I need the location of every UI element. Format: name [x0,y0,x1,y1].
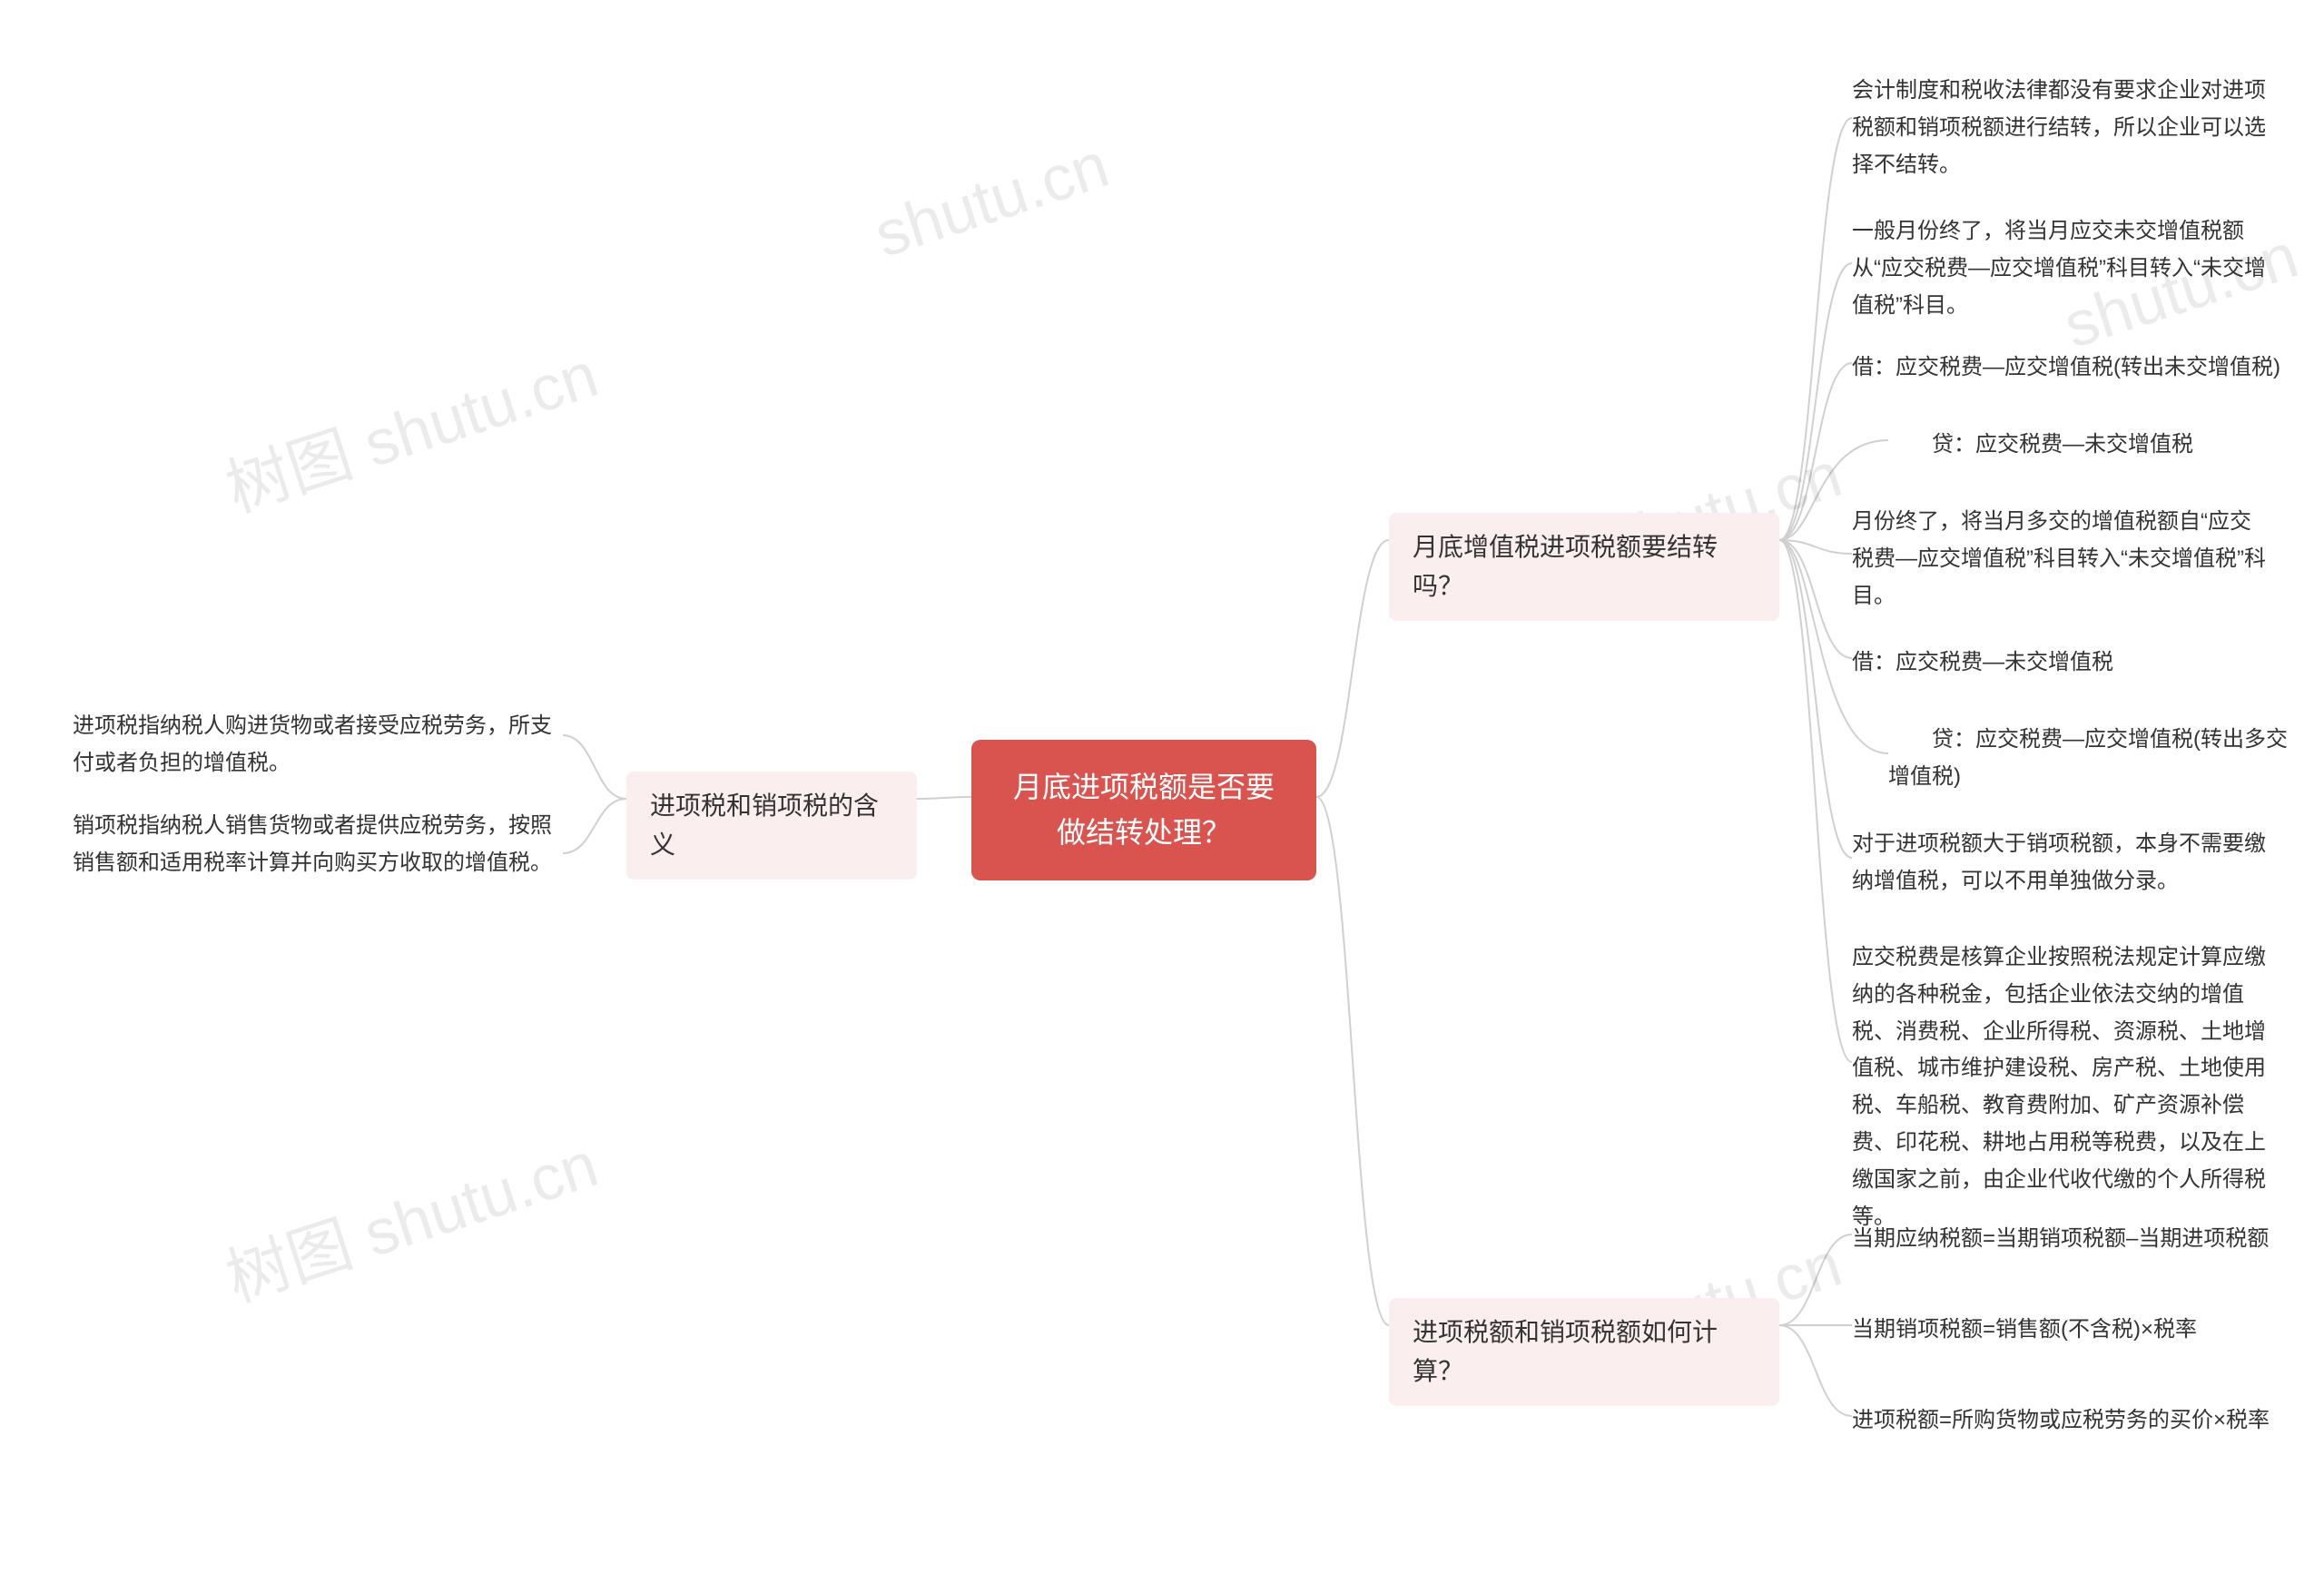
leaf-node: 对于进项税额大于销项税额，本身不需要缴纳增值税，可以不用单独做分录。 [1852,826,2270,900]
leaf-node: 借：应交税费—应交增值税(转出未交增值税) [1852,349,2288,387]
leaf-node: 销项税指纳税人销售货物或者提供应税劳务，按照销售额和适用税率计算并向购买方收取的… [73,808,563,882]
leaf-node: 贷：应交税费—未交增值税 [1888,427,2270,464]
leaf-node: 月份终了，将当月多交的增值税额自“应交税费—应交增值税”科目转入“未交增值税”科… [1852,504,2270,615]
leaf-node: 借：应交税费—未交增值税 [1852,644,2233,682]
leaf-node: 一般月份终了，将当月应交未交增值税额从“应交税费—应交增值税”科目转入“未交增值… [1852,213,2270,324]
leaf-node: 进项税指纳税人购进货物或者接受应税劳务，所支付或者负担的增值税。 [73,708,563,782]
branch-definition: 进项税和销项税的含义 [626,772,917,880]
leaf-node: 应交税费是核算企业按照税法规定计算应缴纳的各种税金，包括企业依法交纳的增值税、消… [1852,939,2279,1235]
branch-monthly-vat: 月底增值税进项税额要结转吗？ [1389,513,1779,621]
leaf-node: 当期销项税额=销售额(不含税)×税率 [1852,1312,2251,1349]
branch-calculation: 进项税额和销项税额如何计算？ [1389,1298,1779,1406]
leaf-node: 贷：应交税费—应交增值税(转出多交增值税) [1888,722,2288,796]
leaf-node: 当期应纳税额=当期销项税额–当期进项税额 [1852,1221,2288,1258]
mindmap-root: 月底进项税额是否要做结转处理？ [971,740,1316,880]
leaf-node: 进项税额=所购货物或应税劳务的买价×税率 [1852,1402,2288,1440]
leaf-node: 会计制度和税收法律都没有要求企业对进项税额和销项税额进行结转，所以企业可以选择不… [1852,73,2270,183]
